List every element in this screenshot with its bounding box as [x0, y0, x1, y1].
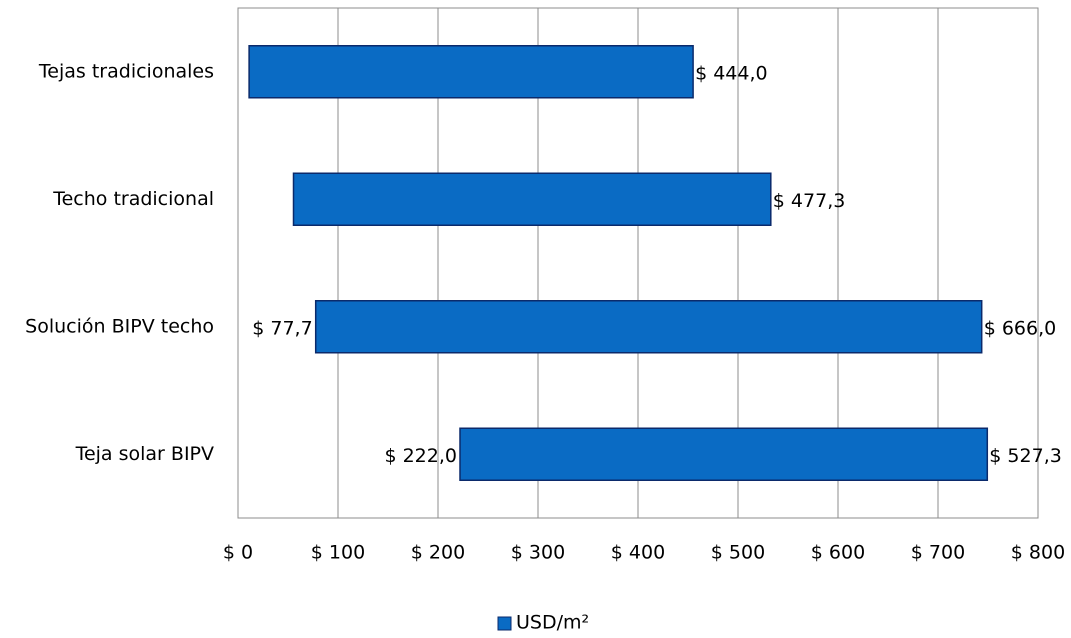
data-label: $ 527,3: [989, 445, 1062, 467]
data-label: $ 444,0: [695, 62, 768, 84]
legend-swatch: [497, 616, 512, 631]
x-tick-label: $ 100: [311, 542, 365, 564]
x-tick-label: $ 200: [411, 542, 465, 564]
x-tick-label: $ 300: [511, 542, 565, 564]
x-tick-label: $ 0: [223, 542, 253, 564]
x-tick-label: $ 800: [1011, 542, 1065, 564]
bar: [459, 427, 989, 481]
y-tick-label: Teja solar BIPV: [75, 443, 214, 465]
y-tick-label: Techo tradicional: [52, 188, 214, 210]
data-label: $ 222,0: [384, 445, 457, 467]
x-tick-label: $ 600: [811, 542, 865, 564]
x-tick-label: $ 500: [711, 542, 765, 564]
bar: [314, 300, 983, 354]
x-tick-label: $ 700: [911, 542, 965, 564]
legend-label: USD/m²: [516, 612, 589, 634]
data-label: $ 77,7: [252, 317, 312, 339]
x-tick-label: $ 400: [611, 542, 665, 564]
plot-frame: [237, 7, 1039, 519]
data-label: $ 477,3: [773, 190, 846, 212]
y-tick-label: Solución BIPV techo: [25, 315, 214, 337]
y-tick-label: Tejas tradicionales: [38, 60, 214, 82]
data-label: $ 666,0: [984, 317, 1057, 339]
bar: [292, 172, 772, 226]
bar: [248, 45, 694, 99]
